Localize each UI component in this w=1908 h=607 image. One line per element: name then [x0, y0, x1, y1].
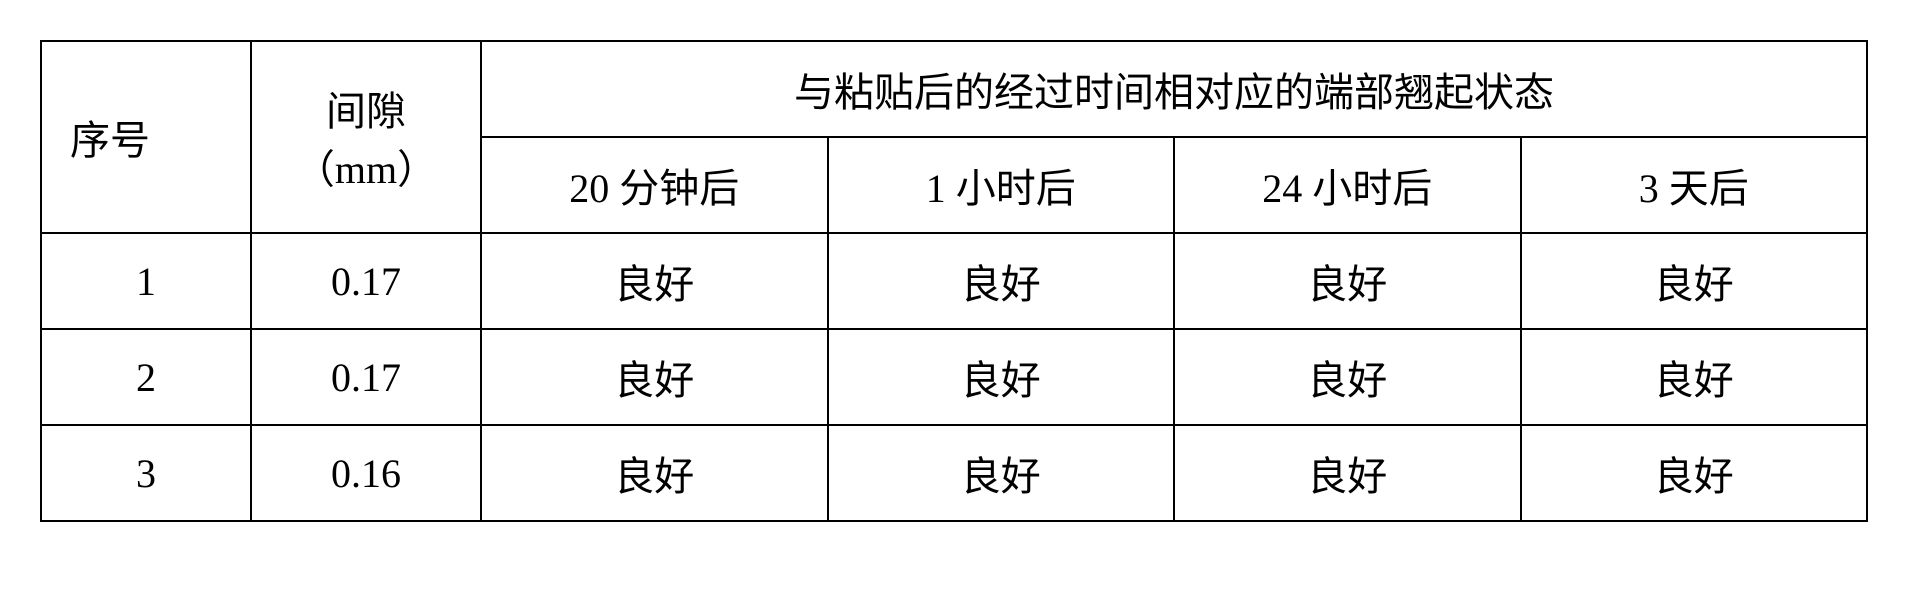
- sub-header-3: 3 天后: [1521, 137, 1868, 233]
- sub-header-0: 20 分钟后: [481, 137, 828, 233]
- cell-seq: 1: [41, 233, 251, 329]
- table-row: 1 0.17 良好 良好 良好 良好: [41, 233, 1867, 329]
- cell-val: 良好: [828, 233, 1175, 329]
- cell-val: 良好: [1174, 233, 1521, 329]
- sub-header-1: 1 小时后: [828, 137, 1175, 233]
- header-row-1: 序号 间隙 （mm） 与粘贴后的经过时间相对应的端部翘起状态: [41, 41, 1867, 137]
- cell-val: 良好: [1521, 329, 1868, 425]
- col-header-gap: 间隙 （mm）: [251, 41, 481, 233]
- cell-val: 良好: [481, 425, 828, 521]
- cell-val: 良好: [481, 233, 828, 329]
- gap-label-line1: 间隙: [260, 79, 472, 137]
- cell-seq: 2: [41, 329, 251, 425]
- cell-val: 良好: [828, 425, 1175, 521]
- cell-seq: 3: [41, 425, 251, 521]
- cell-val: 良好: [1174, 425, 1521, 521]
- cell-gap: 0.17: [251, 233, 481, 329]
- cell-gap: 0.17: [251, 329, 481, 425]
- cell-val: 良好: [828, 329, 1175, 425]
- table-row: 2 0.17 良好 良好 良好 良好: [41, 329, 1867, 425]
- cell-gap: 0.16: [251, 425, 481, 521]
- cell-val: 良好: [481, 329, 828, 425]
- table-row: 3 0.16 良好 良好 良好 良好: [41, 425, 1867, 521]
- gap-label-line2: （mm）: [260, 137, 472, 195]
- cell-val: 良好: [1521, 425, 1868, 521]
- sub-header-2: 24 小时后: [1174, 137, 1521, 233]
- cell-val: 良好: [1521, 233, 1868, 329]
- col-header-group: 与粘贴后的经过时间相对应的端部翘起状态: [481, 41, 1867, 137]
- data-table: 序号 间隙 （mm） 与粘贴后的经过时间相对应的端部翘起状态 20 分钟后 1 …: [40, 40, 1868, 522]
- col-header-seq: 序号: [41, 41, 251, 233]
- cell-val: 良好: [1174, 329, 1521, 425]
